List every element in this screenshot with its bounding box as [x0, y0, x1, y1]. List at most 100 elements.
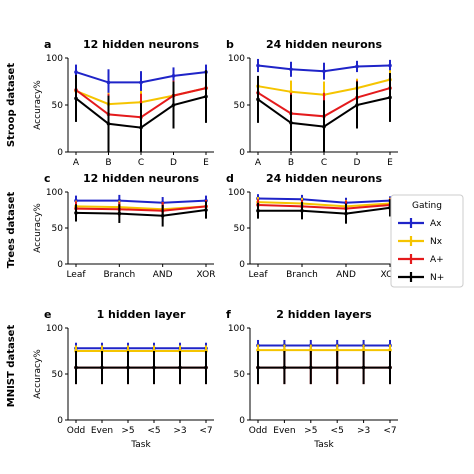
- y-tick-label: 0: [239, 416, 245, 426]
- data-point: [160, 213, 165, 218]
- x-tick-label: XOR: [197, 270, 216, 280]
- x-tick-label: >5: [121, 426, 134, 436]
- series-line: [257, 204, 391, 210]
- series-N+: [74, 351, 208, 385]
- x-tick-label: >3: [357, 426, 370, 436]
- series-line: [75, 205, 207, 212]
- panel-c: 0 50 100 Leaf Branch AND XOR 12 hidden neurons c…: [33, 172, 215, 280]
- x-tick-label: D: [354, 158, 361, 168]
- series-line: [75, 209, 207, 217]
- x-tick-label: >3: [173, 426, 186, 436]
- row-label-trees: Trees dataset: [6, 191, 17, 268]
- y-tick-label: 50: [234, 370, 246, 380]
- panel-a: 0 50 100 A B C D E 12 hidden neurons a Accuracy%: [33, 38, 214, 168]
- data-point: [335, 365, 340, 370]
- y-tick-label: 0: [57, 416, 63, 426]
- y-tick-label: 100: [46, 188, 63, 198]
- series-N+: [256, 199, 392, 224]
- y-tick-label: 0: [239, 148, 245, 158]
- data-point: [117, 211, 122, 216]
- x-tick-label: AND: [336, 270, 356, 280]
- data-point: [74, 70, 78, 74]
- series-line: [257, 197, 391, 204]
- data-point: [388, 63, 392, 68]
- data-point: [300, 208, 304, 213]
- panel-title: 24 hidden neurons: [266, 172, 383, 185]
- data-point: [289, 121, 293, 125]
- data-point: [171, 103, 176, 107]
- x-tick-label: Leaf: [66, 270, 86, 280]
- series-A+: [74, 199, 208, 220]
- legend-label: N+: [430, 273, 444, 283]
- data-point: [171, 74, 176, 78]
- y-tick-label: 0: [57, 148, 63, 158]
- data-point: [74, 211, 78, 215]
- series-N+: [74, 70, 208, 152]
- y-tick-label: 100: [228, 324, 245, 334]
- data-point: [344, 211, 348, 216]
- data-point: [289, 90, 293, 94]
- y-tick-label: 100: [228, 188, 245, 198]
- panel-f: 0 50 100 Odd Even >5 <5 >3 <7 2 hidden layers f Tas…: [226, 308, 398, 450]
- legend-label: A+: [430, 255, 444, 265]
- y-tick-label: 100: [46, 324, 63, 334]
- x-tick-label: <7: [383, 426, 396, 436]
- y-tick-label: 100: [228, 54, 245, 64]
- data-point: [178, 365, 182, 370]
- x-axis-label: Task: [313, 440, 334, 450]
- data-point: [388, 348, 392, 352]
- x-tick-label: <7: [199, 426, 212, 436]
- x-tick-label: B: [288, 158, 294, 168]
- data-point: [256, 348, 260, 352]
- data-point: [139, 125, 143, 130]
- y-tick-label: 50: [234, 224, 246, 234]
- series-N+: [256, 73, 392, 152]
- data-point: [256, 365, 260, 370]
- x-tick-label: A: [73, 158, 80, 168]
- x-tick-label: E: [203, 158, 209, 168]
- legend: Gating Ax Nx A+ N+: [390, 194, 464, 288]
- data-point: [355, 103, 359, 107]
- data-point: [309, 348, 313, 352]
- data-point: [100, 365, 104, 370]
- series-N+: [74, 201, 208, 227]
- data-point: [309, 365, 313, 370]
- panel-letter: d: [226, 172, 234, 185]
- data-point: [361, 365, 366, 370]
- x-tick-label: Even: [273, 426, 295, 436]
- panel-letter: e: [44, 308, 51, 321]
- series-Ax: [256, 58, 392, 80]
- data-point: [388, 365, 392, 370]
- row-label-mnist: MNIST dataset: [6, 325, 17, 408]
- series-Ax: [74, 342, 208, 354]
- x-tick-label: D: [170, 158, 177, 168]
- panel-d: 0 50 100 Leaf Branch AND XOR 24 hidden neurons d: [226, 172, 399, 280]
- x-tick-label: C: [321, 158, 327, 168]
- data-point: [322, 69, 326, 73]
- legend-entry: Nx: [398, 236, 443, 247]
- x-tick-label: >5: [304, 426, 317, 436]
- panel-title: 12 hidden neurons: [83, 38, 200, 51]
- legend-title: Gating: [412, 201, 442, 211]
- data-point: [139, 80, 143, 85]
- legend-label: Nx: [430, 237, 443, 247]
- row-label-stroop: Stroop dataset: [6, 63, 17, 147]
- x-tick-label: E: [387, 158, 393, 168]
- y-tick-label: 50: [52, 370, 64, 380]
- data-point: [106, 122, 111, 126]
- data-point: [289, 67, 293, 72]
- y-tick-label: 0: [57, 260, 63, 270]
- series-Nx: [74, 345, 208, 357]
- data-point: [106, 80, 111, 85]
- x-tick-label: Branch: [286, 270, 318, 280]
- panel-title: 24 hidden neurons: [266, 38, 383, 51]
- legend-entry: Ax: [398, 218, 442, 229]
- data-point: [256, 63, 260, 68]
- legend-frame: [390, 194, 464, 288]
- x-axis-label: Task: [130, 440, 151, 450]
- panel-b: 0 50 100 A B C D E 24 hidden neurons b: [226, 38, 398, 168]
- x-tick-label: Odd: [249, 426, 268, 436]
- legend-label: Ax: [430, 219, 442, 229]
